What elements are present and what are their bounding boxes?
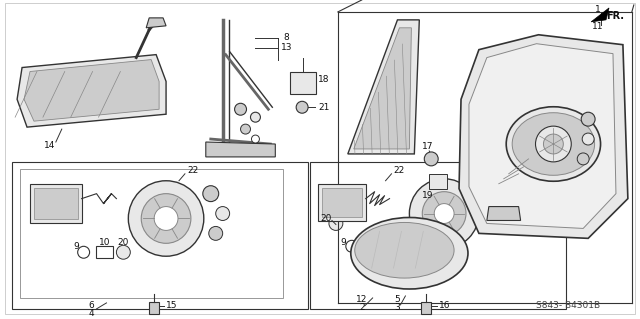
Ellipse shape xyxy=(355,222,454,278)
Polygon shape xyxy=(348,20,419,154)
Circle shape xyxy=(250,112,260,122)
Circle shape xyxy=(235,103,246,115)
Text: 15: 15 xyxy=(166,301,177,310)
Circle shape xyxy=(252,135,259,143)
Text: 2: 2 xyxy=(359,303,365,312)
Text: 18: 18 xyxy=(318,75,330,84)
Circle shape xyxy=(154,207,178,230)
Text: 10: 10 xyxy=(367,234,378,243)
Circle shape xyxy=(329,217,343,230)
Polygon shape xyxy=(17,55,166,127)
Text: 10: 10 xyxy=(99,238,110,247)
Text: 22: 22 xyxy=(394,166,405,175)
Polygon shape xyxy=(487,207,520,220)
Circle shape xyxy=(116,245,131,259)
Circle shape xyxy=(216,207,230,220)
Polygon shape xyxy=(149,302,159,314)
Text: 5: 5 xyxy=(395,295,401,304)
Text: 11: 11 xyxy=(593,22,604,31)
Circle shape xyxy=(581,112,595,126)
Text: 9: 9 xyxy=(74,242,79,251)
Text: 13: 13 xyxy=(280,43,292,52)
Circle shape xyxy=(410,179,479,248)
Polygon shape xyxy=(290,71,316,94)
Polygon shape xyxy=(469,44,616,228)
Polygon shape xyxy=(591,8,609,22)
Text: 21: 21 xyxy=(318,103,330,112)
Text: 7: 7 xyxy=(532,209,538,218)
Text: 17: 17 xyxy=(422,143,433,152)
Circle shape xyxy=(536,126,572,162)
Text: 20: 20 xyxy=(118,238,129,247)
Circle shape xyxy=(241,124,250,134)
Text: 6: 6 xyxy=(89,301,95,310)
Text: 4: 4 xyxy=(89,309,94,318)
Text: FR.: FR. xyxy=(606,11,624,21)
Text: 19: 19 xyxy=(422,191,433,200)
Polygon shape xyxy=(354,28,412,149)
Circle shape xyxy=(577,153,589,165)
Text: 1: 1 xyxy=(595,5,601,14)
Circle shape xyxy=(129,181,204,256)
Text: 14: 14 xyxy=(44,142,56,151)
Circle shape xyxy=(485,220,497,233)
Circle shape xyxy=(141,194,191,243)
Polygon shape xyxy=(459,35,628,238)
Ellipse shape xyxy=(351,218,468,289)
Text: 12: 12 xyxy=(356,295,367,304)
Ellipse shape xyxy=(506,107,600,181)
Polygon shape xyxy=(429,174,447,189)
Text: 9: 9 xyxy=(340,238,346,247)
Polygon shape xyxy=(421,302,431,314)
Circle shape xyxy=(434,204,454,223)
Text: 16: 16 xyxy=(439,301,451,310)
Circle shape xyxy=(424,152,438,166)
Circle shape xyxy=(543,134,563,154)
FancyBboxPatch shape xyxy=(322,188,362,218)
Text: 20: 20 xyxy=(320,214,332,223)
Polygon shape xyxy=(206,142,275,157)
Circle shape xyxy=(480,187,494,201)
Circle shape xyxy=(491,204,503,217)
Circle shape xyxy=(296,101,308,113)
Text: S843- B4301B: S843- B4301B xyxy=(536,301,600,310)
Text: 22: 22 xyxy=(188,166,198,175)
Circle shape xyxy=(203,186,219,202)
Polygon shape xyxy=(24,60,159,121)
Circle shape xyxy=(209,226,223,240)
FancyBboxPatch shape xyxy=(30,184,82,223)
Text: 3: 3 xyxy=(395,303,401,312)
Ellipse shape xyxy=(512,113,595,175)
Polygon shape xyxy=(146,18,166,28)
FancyBboxPatch shape xyxy=(34,188,77,219)
Text: 8: 8 xyxy=(284,33,289,42)
FancyBboxPatch shape xyxy=(318,184,365,221)
Circle shape xyxy=(422,192,466,235)
Circle shape xyxy=(582,133,594,145)
